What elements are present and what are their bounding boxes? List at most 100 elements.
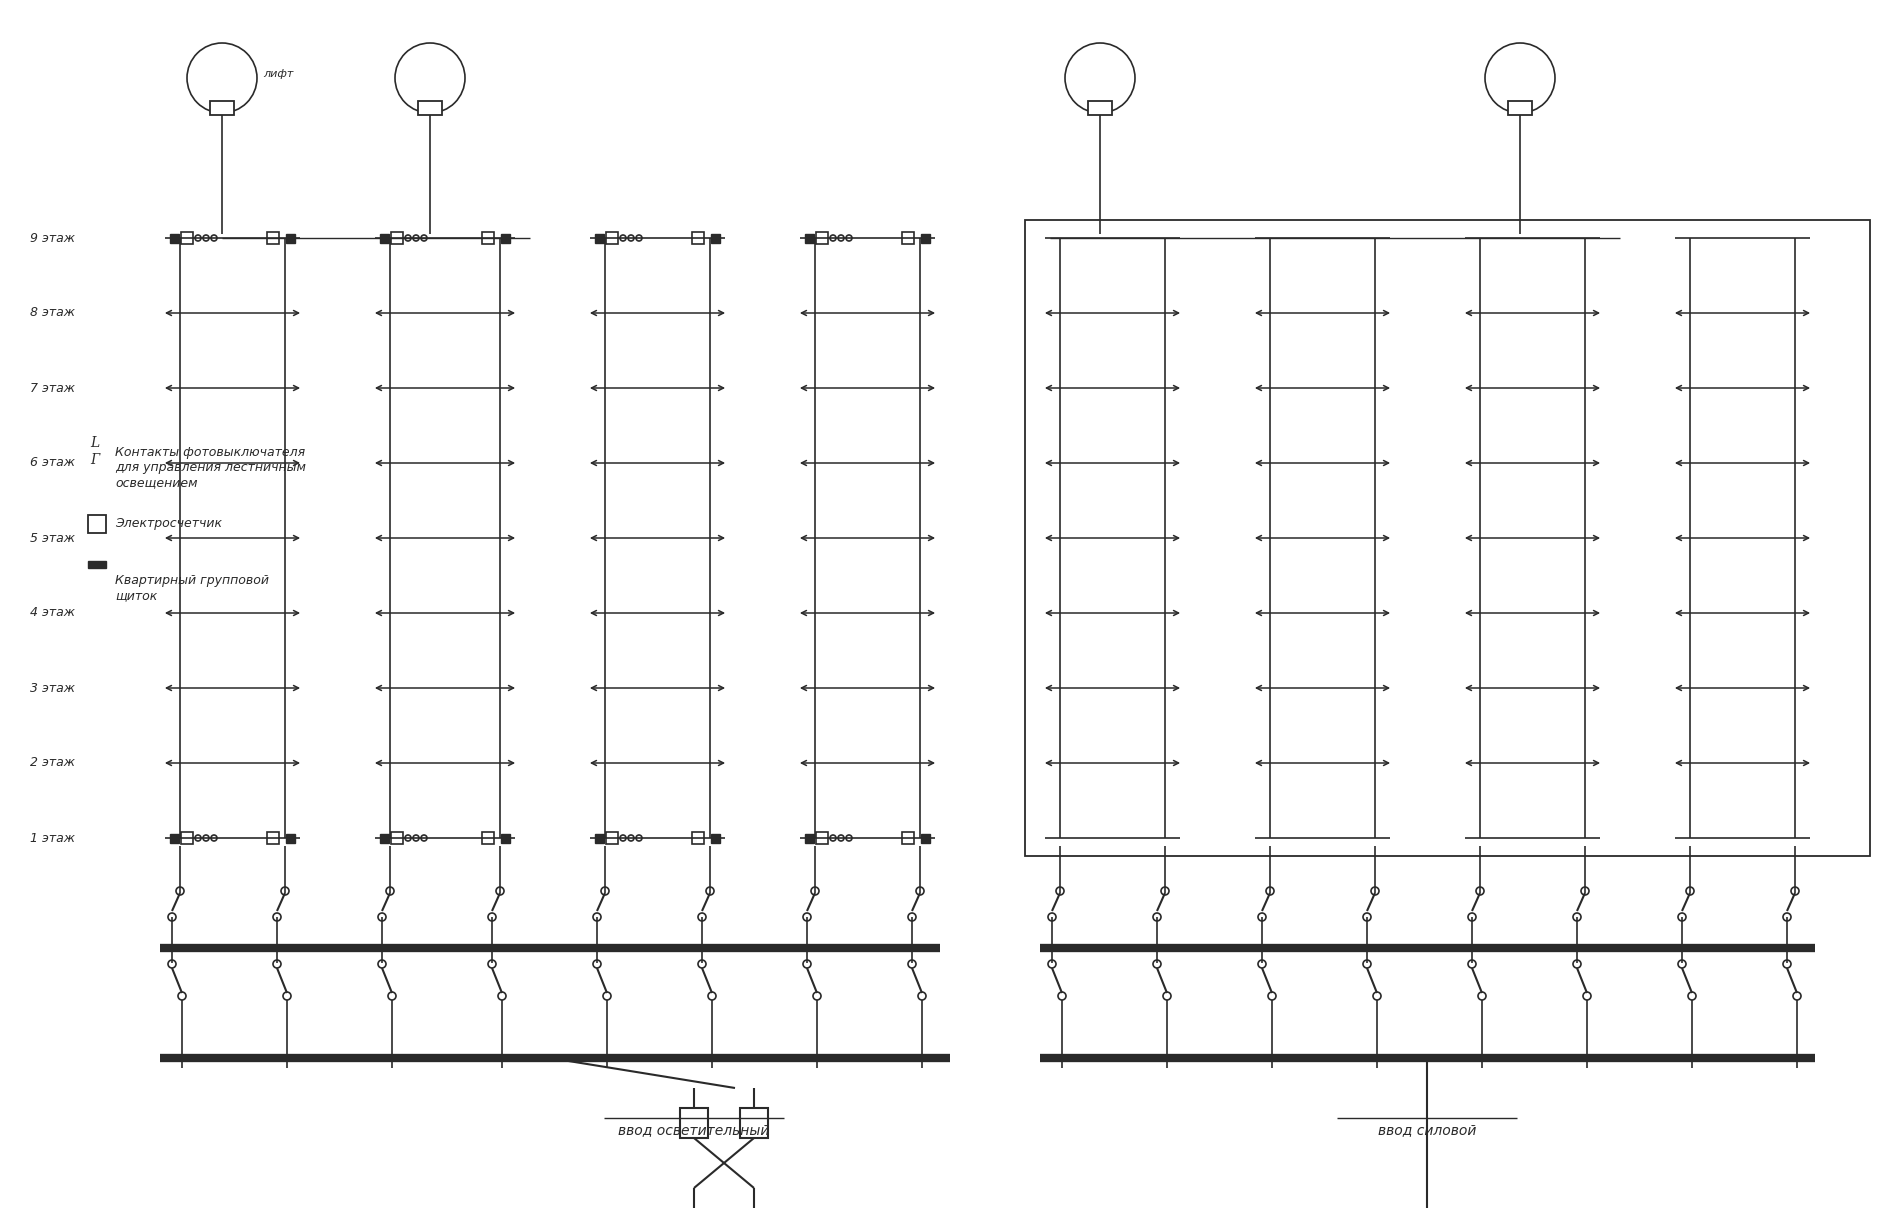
- Circle shape: [1467, 960, 1477, 968]
- Bar: [418, 101, 442, 115]
- Circle shape: [1792, 887, 1799, 895]
- Circle shape: [1084, 835, 1089, 841]
- Polygon shape: [1050, 834, 1059, 842]
- Circle shape: [1370, 887, 1380, 895]
- Polygon shape: [921, 834, 930, 842]
- Bar: [693, 832, 704, 844]
- Text: 7 этаж: 7 этаж: [30, 382, 76, 395]
- Bar: [902, 832, 915, 844]
- Bar: [1357, 232, 1368, 244]
- Polygon shape: [1260, 834, 1270, 842]
- Polygon shape: [712, 233, 719, 243]
- Circle shape: [421, 236, 427, 242]
- Circle shape: [698, 960, 706, 968]
- Circle shape: [188, 43, 256, 114]
- Polygon shape: [1165, 834, 1175, 842]
- Circle shape: [169, 960, 177, 968]
- Circle shape: [404, 835, 412, 841]
- Circle shape: [919, 992, 926, 1000]
- Circle shape: [1258, 913, 1266, 920]
- Bar: [180, 232, 194, 244]
- Circle shape: [1685, 887, 1695, 895]
- Text: 5 этаж: 5 этаж: [30, 532, 76, 545]
- Circle shape: [917, 887, 924, 895]
- Bar: [1357, 832, 1368, 844]
- Circle shape: [1496, 835, 1501, 841]
- Circle shape: [1496, 236, 1501, 242]
- Circle shape: [1467, 913, 1477, 920]
- Circle shape: [1573, 913, 1581, 920]
- Bar: [1777, 232, 1790, 244]
- Circle shape: [1152, 960, 1162, 968]
- Polygon shape: [1796, 233, 1805, 243]
- Circle shape: [1372, 992, 1382, 1000]
- Bar: [693, 232, 704, 244]
- Circle shape: [602, 887, 609, 895]
- Polygon shape: [287, 834, 294, 842]
- Circle shape: [698, 913, 706, 920]
- Circle shape: [829, 236, 835, 242]
- Circle shape: [1782, 913, 1792, 920]
- Circle shape: [1794, 992, 1801, 1000]
- Polygon shape: [1260, 233, 1270, 243]
- Circle shape: [847, 236, 852, 242]
- Circle shape: [378, 960, 385, 968]
- Circle shape: [1285, 236, 1291, 242]
- Circle shape: [385, 887, 395, 895]
- Bar: [816, 832, 828, 844]
- Text: Электросчетчик: Электросчетчик: [116, 517, 222, 530]
- Bar: [1568, 832, 1579, 844]
- Circle shape: [592, 960, 602, 968]
- Circle shape: [177, 887, 184, 895]
- Circle shape: [378, 913, 385, 920]
- Circle shape: [1091, 835, 1097, 841]
- Circle shape: [1084, 236, 1089, 242]
- Bar: [816, 232, 828, 244]
- Polygon shape: [1376, 233, 1386, 243]
- Circle shape: [211, 835, 216, 841]
- Circle shape: [907, 960, 917, 968]
- Polygon shape: [712, 834, 719, 842]
- Circle shape: [1583, 992, 1591, 1000]
- Circle shape: [1152, 913, 1162, 920]
- Circle shape: [803, 913, 810, 920]
- Text: 9 этаж: 9 этаж: [30, 232, 76, 244]
- Circle shape: [1074, 835, 1082, 841]
- Circle shape: [178, 992, 186, 1000]
- Circle shape: [414, 236, 419, 242]
- Circle shape: [195, 835, 201, 841]
- Polygon shape: [380, 834, 389, 842]
- Circle shape: [1721, 835, 1727, 841]
- Polygon shape: [594, 233, 604, 243]
- Circle shape: [1511, 236, 1517, 242]
- Bar: [1480, 232, 1494, 244]
- Polygon shape: [1469, 233, 1479, 243]
- Polygon shape: [1587, 834, 1594, 842]
- Text: Г: Г: [89, 453, 99, 467]
- Circle shape: [203, 236, 209, 242]
- Text: ввод силовой: ввод силовой: [1378, 1123, 1477, 1137]
- Text: L: L: [89, 436, 99, 451]
- Bar: [605, 232, 619, 244]
- Bar: [211, 101, 233, 115]
- Circle shape: [1782, 960, 1792, 968]
- Circle shape: [621, 236, 626, 242]
- Circle shape: [1363, 960, 1370, 968]
- Circle shape: [1704, 835, 1710, 841]
- Circle shape: [812, 992, 822, 1000]
- Circle shape: [708, 992, 716, 1000]
- Circle shape: [1055, 887, 1065, 895]
- Circle shape: [636, 236, 642, 242]
- Polygon shape: [1680, 233, 1689, 243]
- Circle shape: [592, 913, 602, 920]
- Bar: [1509, 101, 1532, 115]
- Circle shape: [395, 43, 465, 114]
- Circle shape: [810, 887, 820, 895]
- Bar: [1777, 832, 1790, 844]
- Circle shape: [604, 992, 611, 1000]
- Bar: [268, 832, 279, 844]
- Circle shape: [1163, 992, 1171, 1000]
- Text: Контакты фотовыключателя
для управления лестничным
освещением: Контакты фотовыключателя для управления …: [116, 446, 306, 489]
- Bar: [902, 232, 915, 244]
- Circle shape: [1678, 913, 1685, 920]
